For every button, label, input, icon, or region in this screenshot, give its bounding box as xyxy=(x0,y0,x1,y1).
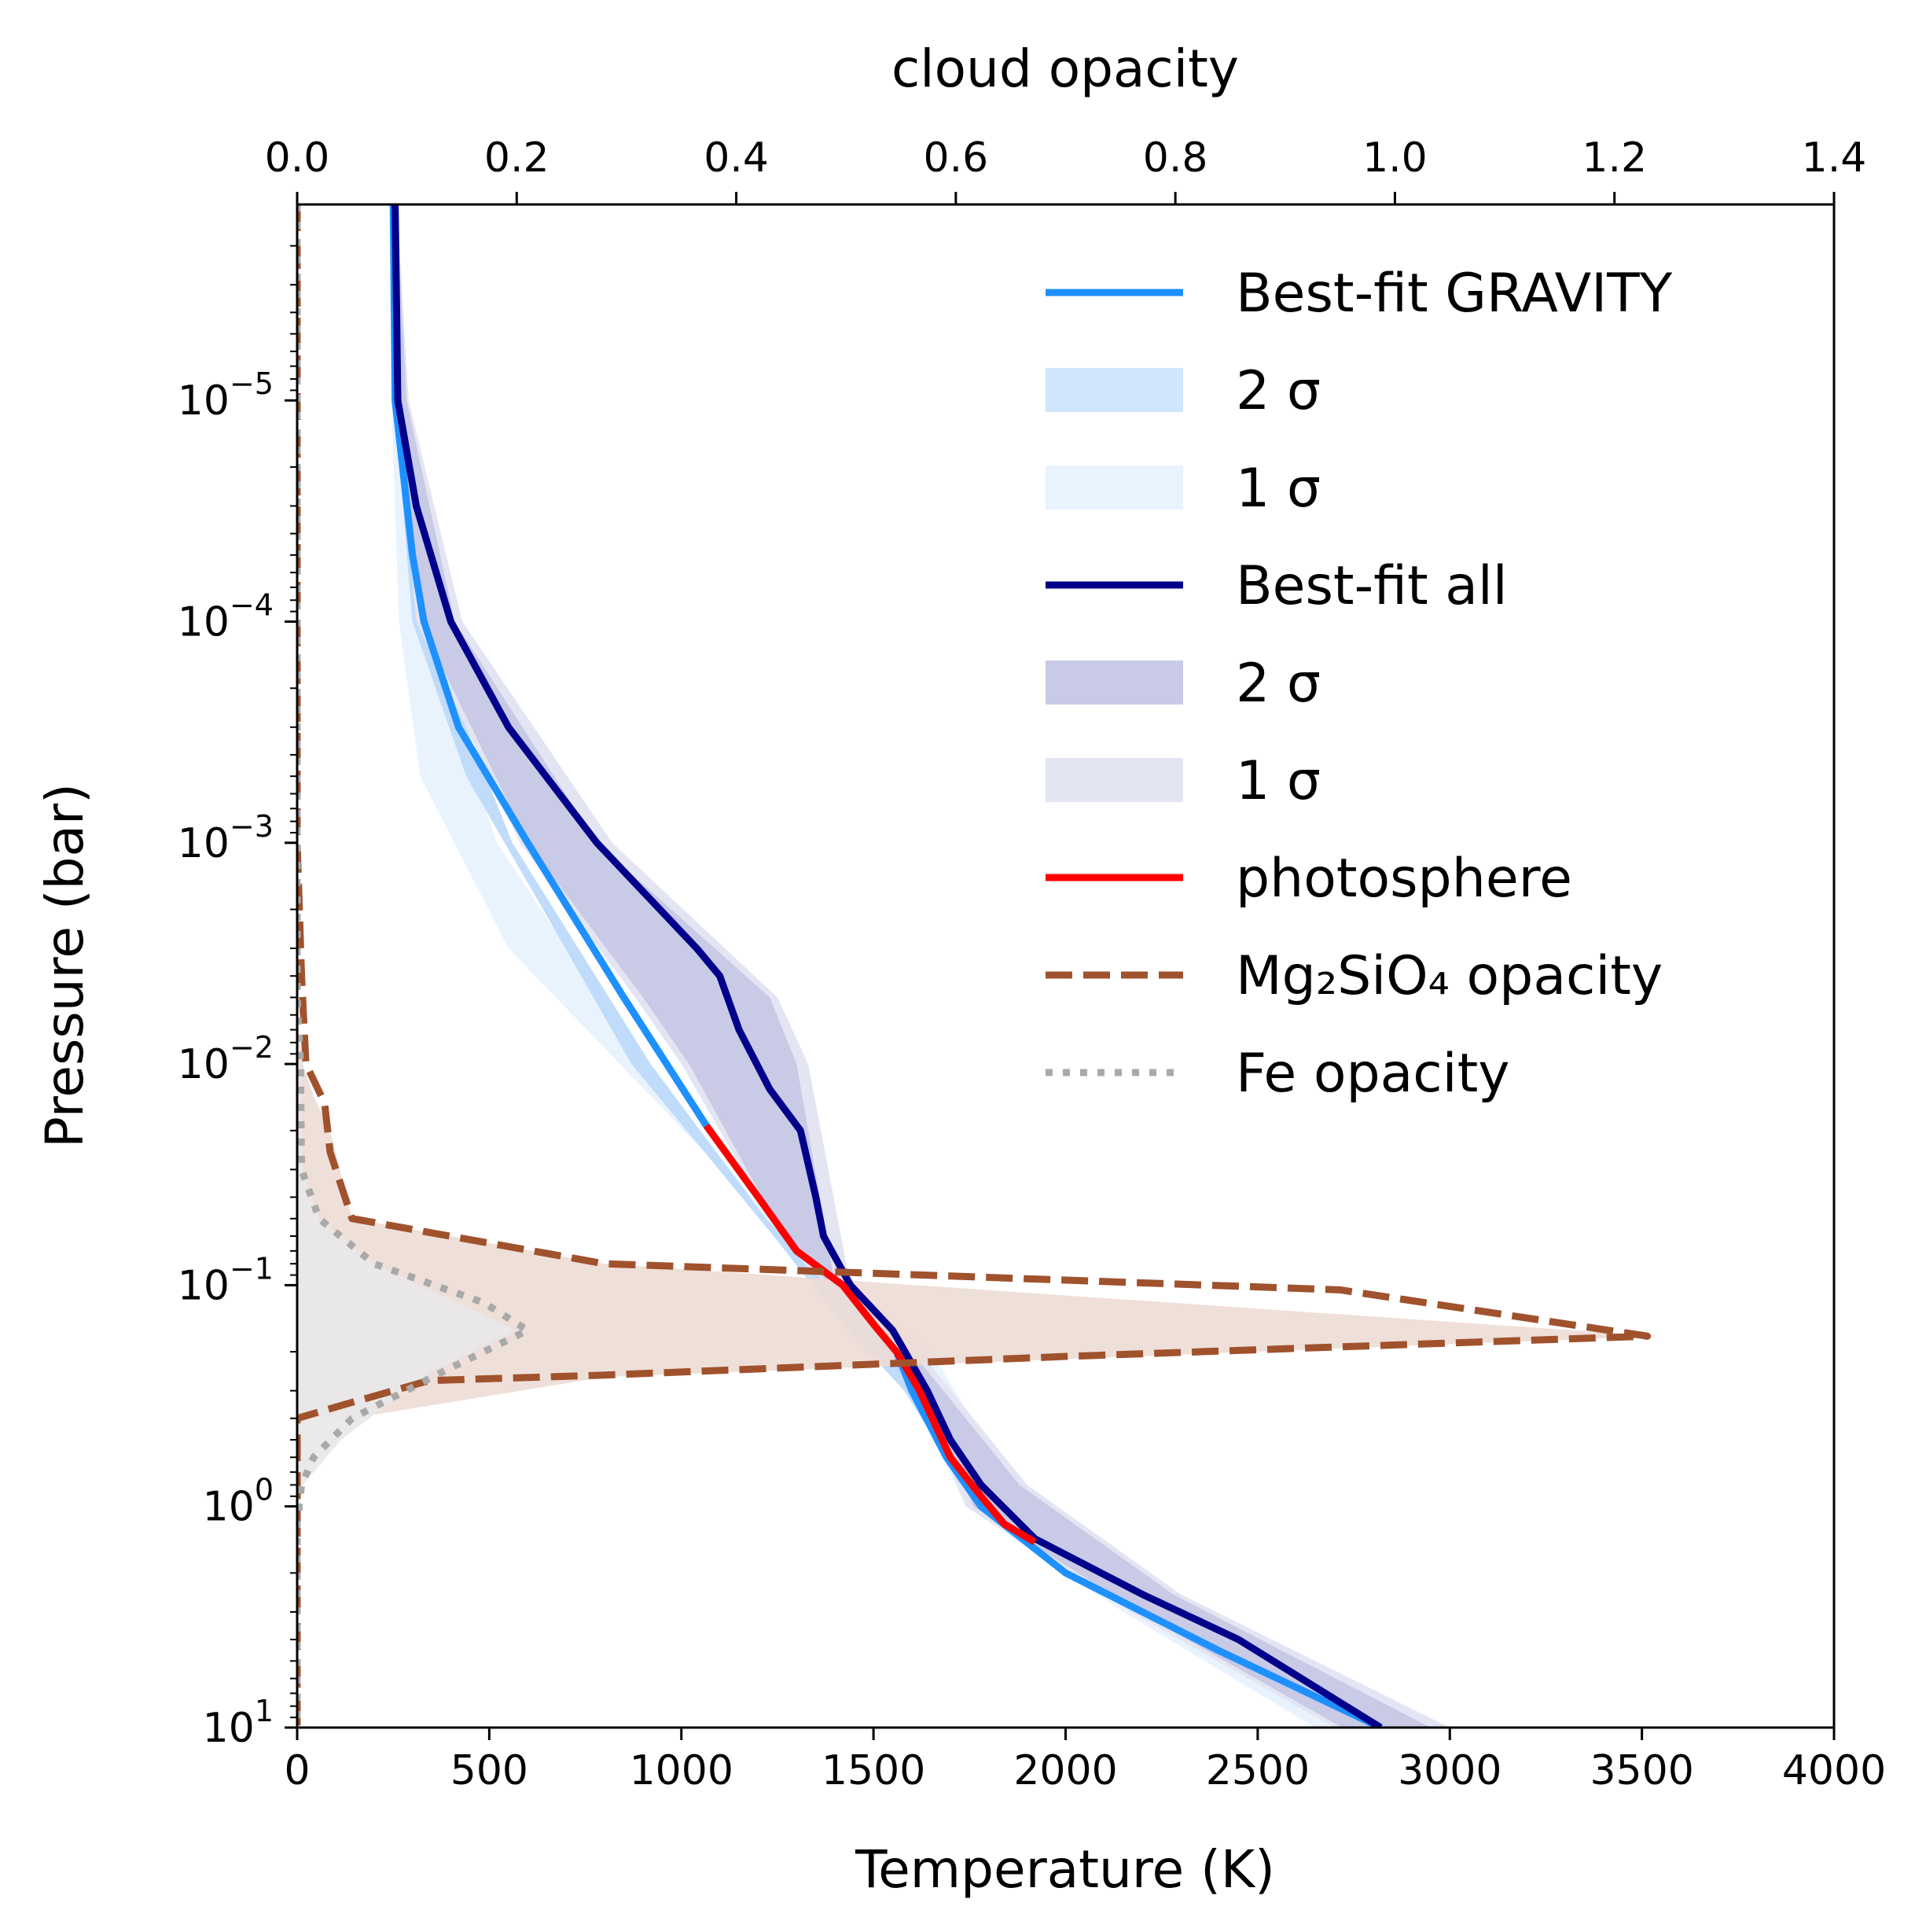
y-tick-label: 101 xyxy=(203,1694,274,1752)
x2-tick-label: 0.8 xyxy=(1143,134,1208,182)
fe-opacity-line xyxy=(297,204,531,1728)
top-x-axis: 0.0 0.2 0.4 0.6 0.8 1.0 1.2 1.4 xyxy=(265,134,1867,204)
x-tick-label: 1000 xyxy=(630,1747,733,1794)
y-tick-exponent: −5 xyxy=(230,366,274,401)
legend-label: 1 σ xyxy=(1236,458,1321,520)
cloud-mg2sio4-fill xyxy=(297,1014,1659,1419)
y-tick-exponent: 1 xyxy=(255,1694,274,1728)
legend-label: 1 σ xyxy=(1236,750,1321,812)
x-axis-label: Temperature (K) xyxy=(855,1839,1275,1900)
x-tick-label: 4000 xyxy=(1782,1747,1886,1794)
y-axis-label: Pressure (bar) xyxy=(35,783,95,1148)
x-tick-label: 3000 xyxy=(1398,1747,1501,1794)
legend-swatch xyxy=(1046,368,1183,412)
mg2sio4-opacity-line xyxy=(297,204,1652,1728)
plot-area xyxy=(297,204,1659,1728)
x2-tick-label: 0.0 xyxy=(265,134,330,182)
x-tick-label: 2500 xyxy=(1206,1747,1310,1794)
x-tick-label: 3500 xyxy=(1590,1747,1693,1794)
legend-label: 2 σ xyxy=(1236,653,1321,715)
y-tick-label: 10−4 xyxy=(178,588,274,646)
y-tick-label: 10−2 xyxy=(178,1030,274,1088)
y-tick-exponent: 0 xyxy=(255,1473,274,1507)
y-tick-exponent: −2 xyxy=(230,1030,274,1065)
best-fit-all-line xyxy=(391,204,1383,1728)
y-tick-exponent: −4 xyxy=(230,588,274,623)
x-tick-label: 1500 xyxy=(821,1747,925,1794)
top-x-axis-label: cloud opacity xyxy=(891,39,1239,99)
legend-label: Best-fit GRAVITY xyxy=(1236,263,1673,325)
x2-tick-label: 1.2 xyxy=(1582,134,1647,182)
y-tick-label: 100 xyxy=(203,1473,274,1531)
y-tick-exponent: −3 xyxy=(230,809,274,844)
legend-label: 2 σ xyxy=(1236,360,1321,422)
legend-label: Mg₂SiO₄ opacity xyxy=(1236,945,1663,1007)
legend: Best-fit GRAVITY 2 σ 1 σ Best-fit all 2 σ 1 σ… xyxy=(1046,263,1673,1105)
legend-label: Best-fit all xyxy=(1236,555,1508,617)
x2-tick-label: 0.2 xyxy=(484,134,549,182)
x2-tick-label: 0.4 xyxy=(704,134,769,182)
y-tick-label: 10−5 xyxy=(178,366,274,425)
y-tick-label: 10−3 xyxy=(178,809,274,867)
x2-tick-label: 0.6 xyxy=(924,134,989,182)
x-tick-label: 0 xyxy=(284,1747,310,1794)
x-tick-label: 500 xyxy=(450,1747,528,1794)
legend-swatch xyxy=(1046,661,1183,705)
legend-swatch xyxy=(1046,758,1183,802)
x2-tick-label: 1.4 xyxy=(1802,134,1867,182)
photosphere-line xyxy=(703,1123,1037,1545)
legend-label: Fe opacity xyxy=(1236,1043,1509,1105)
x-tick-label: 2000 xyxy=(1013,1747,1117,1794)
y-tick-exponent: −1 xyxy=(230,1251,274,1286)
x2-tick-label: 1.0 xyxy=(1362,134,1428,182)
legend-label: photosphere xyxy=(1236,848,1572,910)
x-axis: 0 500 1000 1500 2000 2500 3000 3500 4000 xyxy=(284,1728,1886,1794)
y-tick-label: 10−1 xyxy=(178,1251,274,1309)
legend-swatch xyxy=(1046,466,1183,510)
